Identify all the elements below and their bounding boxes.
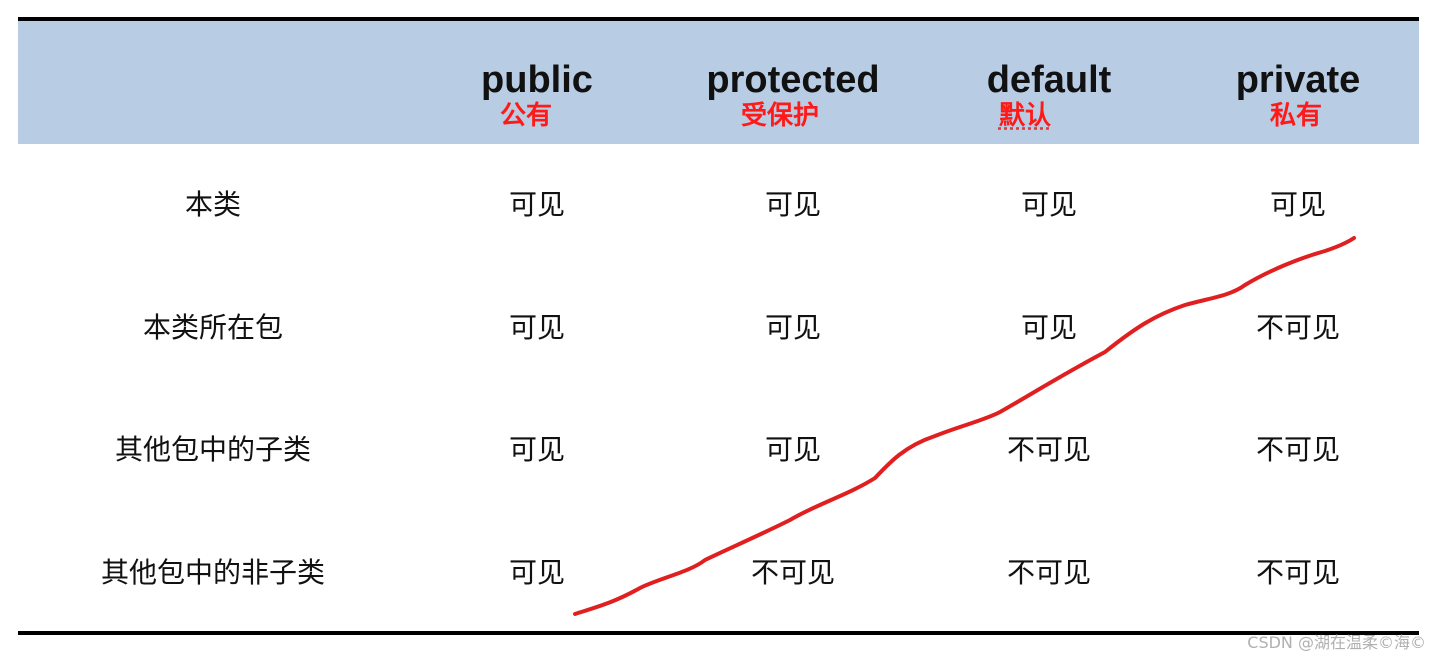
table-cell: 不可见 (750, 556, 835, 589)
table-cell: 可见 (1020, 188, 1077, 221)
column-header-zh: 受保护 (740, 101, 819, 131)
table-cell: 可见 (508, 311, 565, 344)
column-header-private: private 私有 (1178, 56, 1418, 132)
column-header-zh: 公有 (499, 101, 552, 131)
row-label: 其他包中的子类 (114, 433, 311, 466)
table-cell: 可见 (1269, 188, 1326, 221)
row-label: 其他包中的非子类 (100, 556, 325, 589)
row-label: 本类所在包 (142, 311, 283, 344)
column-header-zh: 默认 (998, 101, 1051, 131)
top-rule (18, 17, 1419, 21)
table-cell: 不可见 (1006, 556, 1091, 589)
column-header-public: public 公有 (417, 56, 657, 132)
column-header-en: protected (706, 59, 880, 101)
table-cell: 可见 (508, 433, 565, 466)
column-header-en: public (481, 59, 593, 101)
table-cell: 可见 (764, 433, 821, 466)
bottom-rule (18, 631, 1419, 635)
header-row (18, 21, 1419, 144)
table-cell: 可见 (508, 556, 565, 589)
watermark: CSDN @湖在温柔©海© (1247, 633, 1426, 652)
table-cell: 不可见 (1255, 556, 1340, 589)
column-header-default: default 默认 (929, 56, 1169, 132)
column-header-en: default (986, 59, 1112, 101)
column-header-en: private (1235, 59, 1361, 101)
row-label: 本类 (184, 188, 241, 221)
red-stroke (573, 236, 1356, 616)
column-header-zh: 私有 (1269, 101, 1322, 131)
table-cell: 可见 (764, 311, 821, 344)
table-cell: 不可见 (1255, 433, 1340, 466)
table-cell: 可见 (508, 188, 565, 221)
column-header-protected: protected 受保护 (673, 56, 913, 132)
table-cell: 可见 (764, 188, 821, 221)
table-cell: 不可见 (1255, 311, 1340, 344)
table-cell: 可见 (1020, 311, 1077, 344)
table-cell: 不可见 (1006, 433, 1091, 466)
